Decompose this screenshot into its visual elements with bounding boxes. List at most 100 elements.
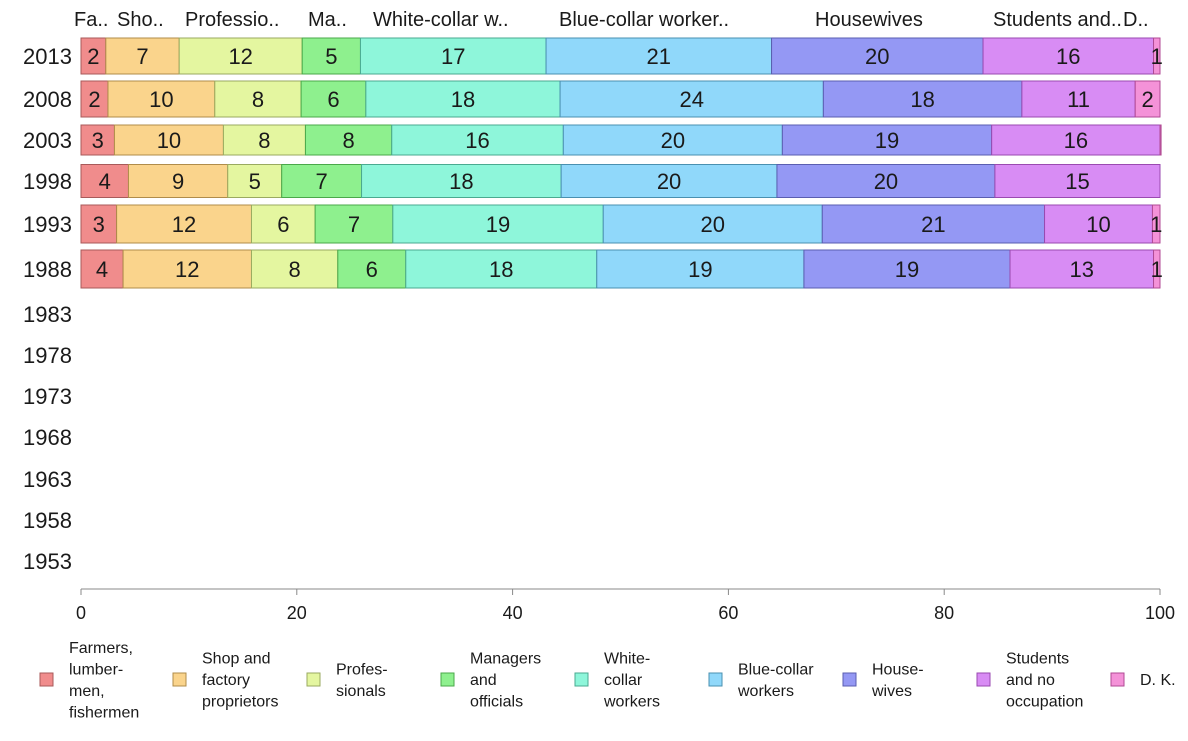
bar-label-2008-2: 8 [252, 87, 264, 112]
bar-label-2003-3: 8 [342, 128, 354, 153]
legend-label-1-1: factory [202, 672, 250, 689]
bar-label-1993-5: 20 [701, 212, 725, 237]
legend-label-4-1: collar [604, 672, 643, 689]
bar-segment-1988-5 [596, 249, 805, 289]
bar-label-2003-2: 8 [258, 128, 270, 153]
header-label-8: D.. [1123, 9, 1149, 31]
bar-label-1998-3: 7 [315, 169, 327, 194]
bar-segment-2013-7 [982, 37, 1155, 75]
bar-label-2013-1: 7 [136, 44, 148, 69]
bar-segment-2013-8 [1153, 37, 1161, 75]
bar-label-1998-6: 20 [874, 169, 898, 194]
bar-label-1988-5: 19 [688, 257, 712, 282]
year-label-1998: 1998 [23, 169, 72, 194]
bar-label-1988-0: 4 [96, 257, 108, 282]
bar-segment-1993-4 [392, 204, 604, 244]
year-label-1978: 1978 [23, 343, 72, 368]
bar-label-1988-7: 13 [1070, 257, 1094, 282]
bar-label-1993-4: 19 [486, 212, 510, 237]
bar-label-2013-8: 1 [1151, 44, 1163, 69]
legend-label-7-1: and no [1006, 672, 1055, 689]
bar-segment-1993-0 [80, 204, 118, 244]
bar-label-2013-5: 21 [647, 44, 671, 69]
bar-segment-1998-1 [127, 164, 229, 198]
bar-segment-2013-5 [545, 37, 773, 75]
bar-label-1993-0: 3 [93, 212, 105, 237]
bar-label-2003-4: 16 [465, 128, 489, 153]
bar-label-2003-6: 19 [875, 128, 899, 153]
bar-segment-2008-1 [107, 80, 216, 118]
x-tick-label-100: 100 [1145, 603, 1175, 623]
legend-swatch-1 [172, 672, 187, 687]
bar-segment-1998-6 [776, 164, 996, 198]
bar-segment-2003-6 [781, 124, 993, 156]
bar-label-1998-5: 20 [657, 169, 681, 194]
legend-label-2-0: Profes- [336, 661, 388, 678]
year-label-2013: 2013 [23, 44, 72, 69]
legend-swatch-0 [39, 672, 54, 687]
year-label-2008: 2008 [23, 87, 72, 112]
year-label-2003: 2003 [23, 128, 72, 153]
legend-label-4-0: White- [604, 651, 650, 668]
bar-label-2013-0: 2 [87, 44, 99, 69]
bar-label-2003-7: 16 [1064, 128, 1088, 153]
year-label-1983: 1983 [23, 302, 72, 327]
bar-label-1988-1: 12 [175, 257, 199, 282]
legend-label-4-2: workers [603, 694, 660, 711]
x-tick-label-60: 60 [718, 603, 738, 623]
bar-label-2013-7: 16 [1056, 44, 1080, 69]
header-label-7: Students and.. [993, 9, 1122, 31]
legend-label-7-2: occupation [1006, 694, 1083, 711]
legend-label-3-1: and [470, 672, 497, 689]
x-tick-label-80: 80 [934, 603, 954, 623]
bar-label-1988-3: 6 [366, 257, 378, 282]
bar-label-2013-3: 5 [325, 44, 337, 69]
bar-segment-2003-7 [991, 124, 1161, 156]
header-label-0: Fa.. [74, 9, 108, 31]
bar-segment-1993-2 [250, 204, 316, 244]
bar-label-2008-7: 11 [1067, 87, 1090, 112]
legend-swatch-3 [440, 672, 455, 687]
header-label-2: Professio.. [185, 9, 279, 31]
header-label-6: Housewives [815, 9, 923, 31]
legend-label-0-2: men, [69, 683, 105, 700]
bar-segment-1998-2 [227, 164, 283, 198]
legend-label-3-0: Managers [470, 651, 541, 668]
bar-label-2008-0: 2 [88, 87, 100, 112]
legend-swatch-5 [708, 672, 723, 687]
legend-label-6-1: wives [871, 683, 912, 700]
bar-segment-2008-2 [214, 80, 302, 118]
header-label-3: Ma.. [308, 9, 347, 31]
bar-segment-2008-4 [365, 80, 561, 118]
bar-segment-2008-0 [80, 80, 109, 118]
bar-segment-1993-8 [1151, 204, 1161, 244]
bar-label-1988-6: 19 [895, 257, 919, 282]
legend-swatch-7 [976, 672, 991, 687]
year-label-1953: 1953 [23, 549, 72, 574]
legend-label-1-0: Shop and [202, 651, 271, 668]
bar-segment-1998-3 [281, 164, 363, 198]
year-label-1963: 1963 [23, 467, 72, 492]
bar-segment-1993-5 [602, 204, 823, 244]
legend-label-0-0: Farmers, [69, 640, 133, 657]
header-label-1: Sho.. [117, 9, 164, 31]
bar-segment-2003-8 [1159, 124, 1162, 156]
bar-label-2008-4: 18 [451, 87, 475, 112]
bar-label-1988-2: 8 [289, 257, 301, 282]
bar-label-2008-6: 18 [910, 87, 934, 112]
bar-segment-1988-1 [122, 249, 252, 289]
bar-segment-2008-6 [822, 80, 1023, 118]
year-label-1973: 1973 [23, 384, 72, 409]
bar-segment-1998-5 [560, 164, 778, 198]
bar-label-2008-1: 10 [149, 87, 173, 112]
bar-label-1998-0: 4 [99, 169, 111, 194]
legend-swatch-2 [306, 672, 321, 687]
bar-segment-2003-0 [80, 124, 115, 156]
bar-label-2008-8: 2 [1141, 87, 1153, 112]
bar-label-2013-2: 12 [228, 44, 252, 69]
legend-swatch-6 [842, 672, 857, 687]
bar-label-1998-4: 18 [449, 169, 473, 194]
bar-segment-2013-1 [105, 37, 180, 75]
legend-label-2-1: sionals [336, 683, 386, 700]
bar-label-1988-8: 1 [1151, 257, 1163, 282]
